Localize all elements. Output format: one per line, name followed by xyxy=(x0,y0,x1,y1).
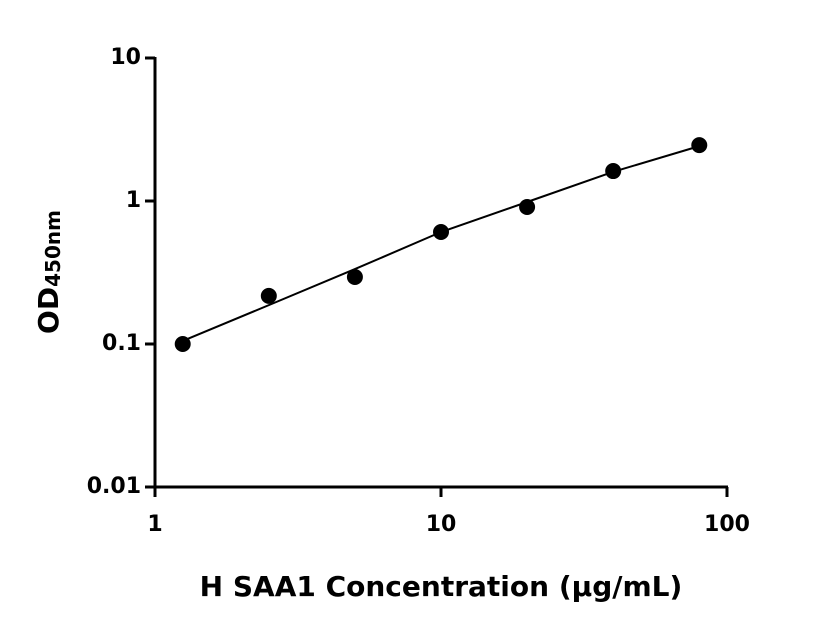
data-point xyxy=(691,137,708,154)
y-axis-title-main: OD xyxy=(32,287,65,334)
data-point xyxy=(346,269,363,286)
y-tick-label: 0.1 xyxy=(102,331,141,356)
y-tick-label: 1 xyxy=(126,188,141,213)
y-tick-label: 0.01 xyxy=(87,474,141,499)
x-axis-title: H SAA1 Concentration (µg/mL) xyxy=(200,570,683,603)
data-point xyxy=(260,287,277,304)
y-axis-title-sub: 450nm xyxy=(41,210,65,287)
y-tick-label: 10 xyxy=(110,45,141,70)
x-tick-label: 10 xyxy=(426,512,457,537)
fit-line xyxy=(182,145,700,342)
x-tick-label: 100 xyxy=(704,512,750,537)
y-axis-title: OD450nm xyxy=(32,210,65,334)
x-tick-label: 1 xyxy=(147,512,162,537)
